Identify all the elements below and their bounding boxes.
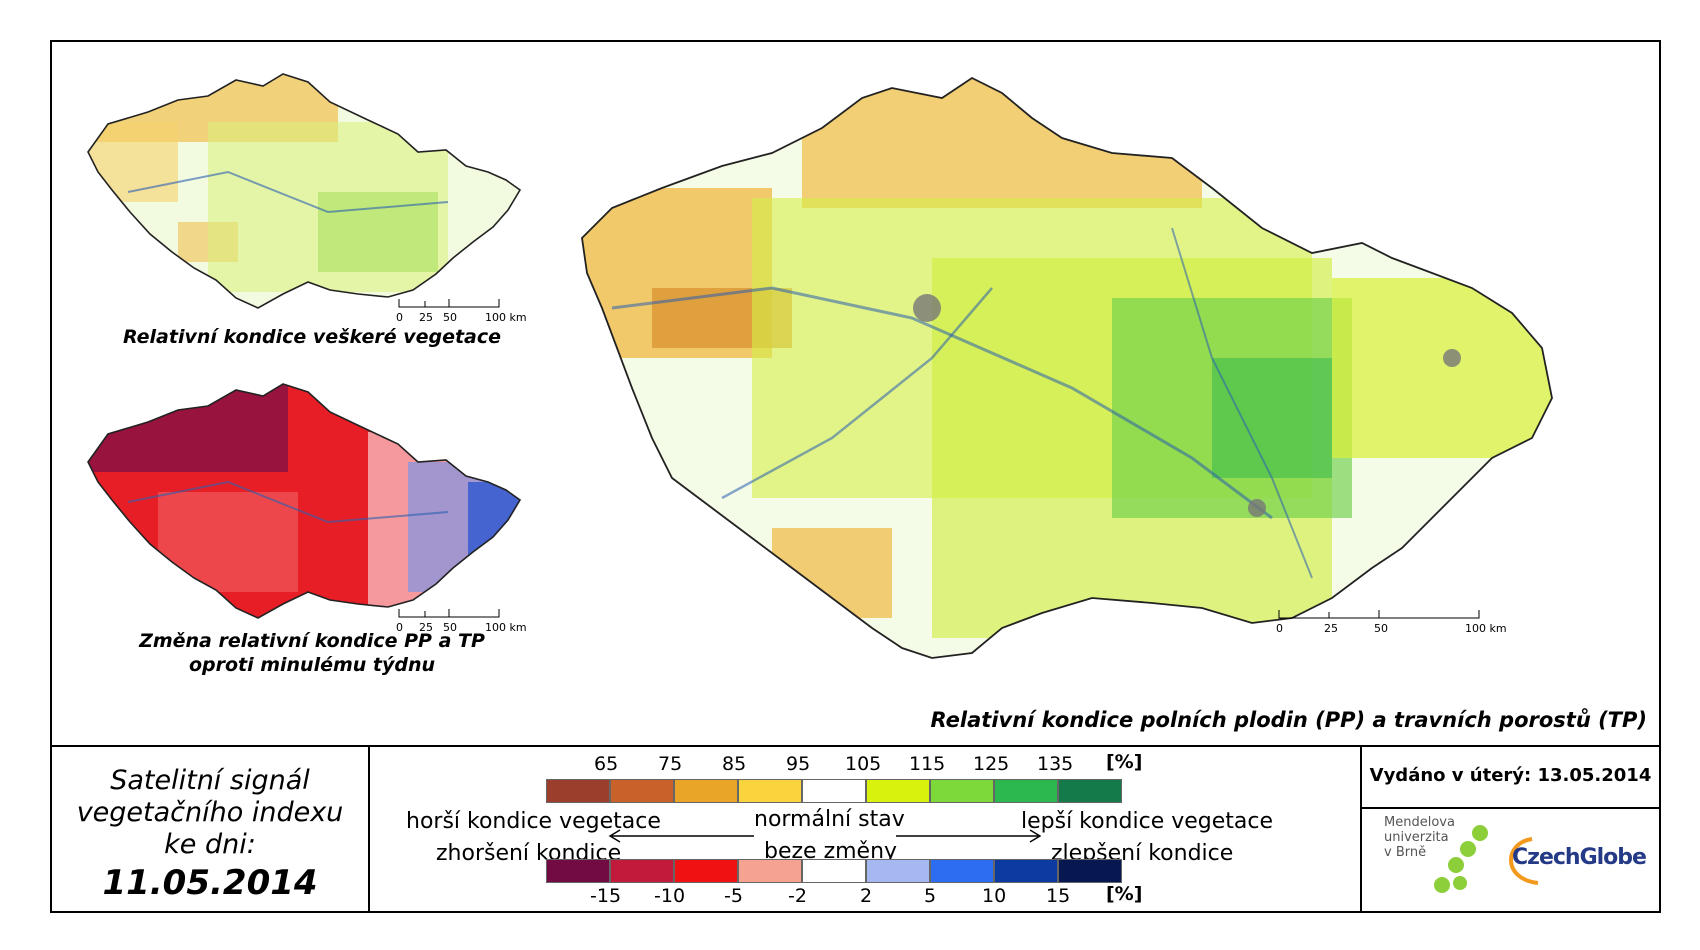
scale-bar-small-bottom: 0 25 50 100 km [396, 607, 547, 637]
legend-swatch [1058, 859, 1122, 883]
small-vegetation-map [87, 73, 521, 309]
legend-swatch [738, 859, 802, 883]
scale-label: 100 km [485, 311, 527, 324]
legend-swatch [866, 779, 930, 803]
issue-date: Vydáno v úterý: 13.05.2014 [1362, 747, 1659, 809]
legend-unit: [%] [1106, 751, 1143, 773]
legend-swatch [930, 779, 994, 803]
logo-text: v Brně [1384, 845, 1427, 860]
small-top-map-caption: Relativní kondice veškeré vegetace [122, 326, 502, 348]
logo-text: univerzita [1384, 830, 1449, 845]
legend-tick: 10 [982, 885, 1007, 907]
czechglobe-swoosh-icon [1509, 837, 1539, 885]
small-change-map [87, 383, 521, 619]
legend-tick: -15 [590, 885, 622, 907]
legend-tick: -10 [654, 885, 686, 907]
figure-frame: 0 25 50 100 km Relativní kondice veškeré… [50, 40, 1661, 913]
legend-swatch [1058, 779, 1122, 803]
legend-worse-condition: horší kondice vegetace [406, 809, 661, 834]
mendel-dots-icon [1434, 825, 1488, 893]
legend-tick: 75 [658, 753, 683, 775]
main-map-caption: Relativní kondice polních plodin (PP) a … [930, 708, 1647, 732]
legend-swatch [802, 779, 866, 803]
legend-tick: 125 [973, 753, 1010, 775]
scale-label: 0 [396, 311, 403, 324]
legend-tick: 105 [845, 753, 882, 775]
scale-label: 25 [419, 621, 433, 634]
caption-line: Změna relativní kondice PP a TP [139, 630, 485, 652]
logo-text: Mendelova [1384, 815, 1455, 830]
date-panel-line3: ke dni: [164, 829, 256, 860]
scale-bar-main: 0 25 50 100 km [1276, 608, 1527, 638]
legend-tick: 135 [1037, 753, 1074, 775]
date-panel: Satelitní signál vegetačního indexu ke d… [52, 747, 370, 913]
legend-tick: 15 [1046, 885, 1071, 907]
legend-tick: 115 [909, 753, 946, 775]
date-panel-line2: vegetačního indexu [76, 797, 344, 828]
scale-label: 0 [396, 621, 403, 634]
legend-better-condition: lepší kondice vegetace [1021, 809, 1274, 834]
main-crop-condition-map [581, 77, 1553, 659]
legend-unit: [%] [1106, 883, 1143, 905]
scale-label: 50 [443, 621, 457, 634]
scale-label: 100 km [485, 621, 527, 634]
caption-line: oproti minulému týdnu [188, 654, 436, 676]
legend-bar: Satelitní signál vegetačního indexu ke d… [52, 745, 1659, 913]
color-legend: 65 75 85 95 105 115 125 135 [%] [370, 747, 1362, 913]
legend-swatch [674, 779, 738, 803]
legend-tick: -2 [788, 885, 807, 907]
scale-label: 0 [1276, 622, 1283, 635]
legend-swatch [930, 859, 994, 883]
satellite-date: 11.05.2014 [102, 863, 318, 903]
legend-arrows [608, 829, 1042, 843]
legend-normal-state: normální stav [754, 807, 905, 832]
scale-label: 50 [443, 311, 457, 324]
legend-swatch [546, 859, 610, 883]
legend-tick: 95 [786, 753, 811, 775]
legend-tick: -5 [724, 885, 743, 907]
scale-label: 100 km [1465, 622, 1507, 635]
scale-bar-small-top: 0 25 50 100 km [396, 297, 547, 327]
legend-tick: 85 [722, 753, 747, 775]
legend-tick: 5 [924, 885, 937, 907]
legend-swatch [610, 779, 674, 803]
legend-swatch [738, 779, 802, 803]
small-bottom-map-caption: Změna relativní kondice PP a TP oproti m… [52, 629, 572, 677]
legend-swatch [866, 859, 930, 883]
maps-area: 0 25 50 100 km Relativní kondice veškeré… [52, 42, 1659, 745]
scale-label: 25 [1324, 622, 1338, 635]
legend-tick: 2 [860, 885, 873, 907]
publisher-panel: Vydáno v úterý: 13.05.2014 Mendelova uni… [1362, 747, 1659, 913]
legend-swatch [546, 779, 610, 803]
czechglobe-logo: CzechGlobe [1512, 845, 1647, 870]
legend-swatch [994, 859, 1058, 883]
legend-swatch [994, 779, 1058, 803]
scale-label: 25 [419, 311, 433, 324]
legend-tick: 65 [594, 753, 619, 775]
legend-swatch [802, 859, 866, 883]
legend-swatch [674, 859, 738, 883]
scale-label: 50 [1374, 622, 1388, 635]
legend-swatch [610, 859, 674, 883]
mendel-university-logo: Mendelova univerzita v Brně [1384, 815, 1455, 860]
date-panel-line1: Satelitní signál [110, 765, 310, 796]
